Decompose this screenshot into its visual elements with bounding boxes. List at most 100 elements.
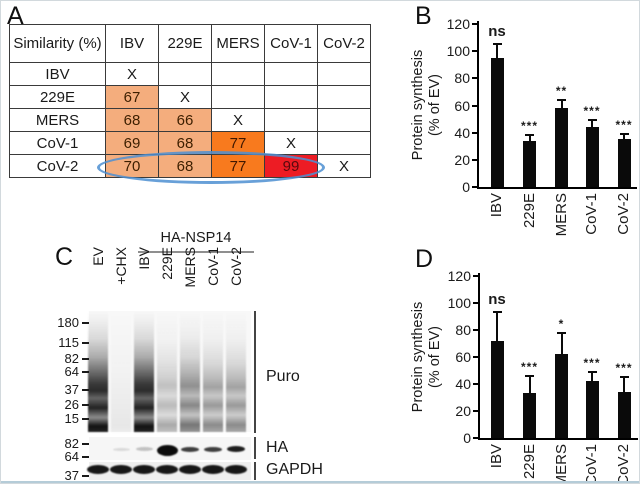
y-tick-label: 40 xyxy=(455,376,471,392)
bar-MERS xyxy=(555,108,568,187)
table-cell xyxy=(264,62,318,86)
puro-bracket xyxy=(254,311,256,433)
table-header-cell: Similarity (%) xyxy=(9,24,106,63)
marker-tick xyxy=(82,456,89,458)
table-header-cell: IBV xyxy=(105,24,159,63)
puro-label: Puro xyxy=(266,368,300,385)
table-header-cell: CoV-2 xyxy=(317,24,371,63)
ha-band-IBV xyxy=(135,447,153,451)
annotation-stars: *** xyxy=(520,359,538,374)
y-tick xyxy=(473,383,479,385)
x-label-229E: 229E xyxy=(520,444,538,480)
gapdh-band-CoV-1 xyxy=(202,464,224,474)
lane-label-CoV-2: CoV-2 xyxy=(228,247,244,286)
y-axis xyxy=(478,273,480,440)
table-row-label: 229E xyxy=(9,85,106,109)
ha-nsp14-group-label: HA-NSP14 xyxy=(160,230,232,246)
annotation-stars: *** xyxy=(583,104,601,119)
table-cell xyxy=(317,62,371,86)
ha-blot xyxy=(89,437,251,460)
gapdh-bracket xyxy=(254,462,256,480)
x-label-CoV-2: CoV-2 xyxy=(615,444,632,484)
table-header-cell: 229E xyxy=(158,24,212,63)
error-bar-cap xyxy=(557,331,566,334)
y-tick xyxy=(473,329,479,331)
y-tick xyxy=(472,23,478,25)
y-tick xyxy=(472,186,478,188)
table-cell xyxy=(264,108,318,132)
y-tick-label: 40 xyxy=(454,124,470,141)
marker-tick xyxy=(82,322,89,324)
y-tick-label: 20 xyxy=(455,403,471,419)
ha-band-MERS xyxy=(181,446,199,452)
y-tick xyxy=(472,77,478,80)
panel-a-label: A xyxy=(7,2,24,30)
puro-lane-CoV-2 xyxy=(226,311,246,432)
error-bar-cap xyxy=(619,133,629,136)
bar-229E xyxy=(523,140,536,187)
table-row-label: MERS xyxy=(9,108,106,132)
annotation-stars: * xyxy=(558,316,565,331)
table-cell xyxy=(211,62,265,86)
panel-d-label: D xyxy=(415,245,434,273)
gapdh-band-IBV xyxy=(133,464,155,474)
table-cell: X xyxy=(211,108,265,132)
marker-82: 82 xyxy=(64,351,79,366)
y-tick xyxy=(472,131,478,134)
marker-64: 64 xyxy=(64,364,79,379)
marker-37: 37 xyxy=(64,382,79,397)
puro-lane-IBV xyxy=(134,311,154,432)
y-tick-label: 120 xyxy=(446,16,470,32)
table-cell: X xyxy=(158,85,212,109)
annotation-stars: *** xyxy=(615,118,633,133)
y-axis-title-line2: (% of EV) xyxy=(427,73,443,137)
chart-d: 0 20 40 60 80 100 120 ns IBV *** 229E * MERS *** CoV-1… xyxy=(401,241,639,484)
y-axis-title-line1: Protein synthesis xyxy=(410,49,426,161)
table-cell xyxy=(317,108,371,132)
table-cell xyxy=(317,85,371,109)
y-tick-label: 60 xyxy=(454,97,470,114)
lane-label-IBV: IBV xyxy=(136,247,152,270)
panel-b-label: B xyxy=(415,2,432,30)
lane-label-MERS: MERS xyxy=(182,247,198,288)
x-label-IBV: IBV xyxy=(488,444,505,469)
error-bar-cap xyxy=(587,119,597,122)
puro-blot xyxy=(88,311,251,432)
y-axis-title-line1: Protein synthesis xyxy=(410,301,426,413)
ha-band-CoV-2 xyxy=(227,446,245,452)
table-cell: 66 xyxy=(158,108,212,132)
gapdh-band-229E xyxy=(156,464,178,474)
error-bar-cap xyxy=(587,370,597,373)
bar-CoV-2 xyxy=(617,392,631,438)
ha-band-229E xyxy=(156,444,178,456)
x-axis xyxy=(477,187,637,189)
bar-CoV-1 xyxy=(585,127,599,187)
table-cell: 68 xyxy=(105,108,159,132)
x-label-MERS: MERS xyxy=(552,444,570,484)
gapdh-band-MERS xyxy=(179,464,201,474)
bar-229E xyxy=(523,393,536,438)
table-row-label: CoV-1 xyxy=(9,131,106,155)
chart-b: 0 20 40 60 80 100 120 ns IBV *** 229E ** MERS *** CoV-… xyxy=(401,1,639,245)
y-axis-title: Protein synthesis (% of EV) xyxy=(410,287,446,427)
y-tick-label: 0 xyxy=(463,430,471,446)
error-bar xyxy=(591,371,593,382)
puro-lane-MERS xyxy=(180,311,200,432)
puro-lane-EV xyxy=(88,311,108,432)
bar-IBV xyxy=(490,57,504,187)
gapdh-blot xyxy=(87,462,251,480)
table-cell xyxy=(317,131,371,155)
lane-label-EV: EV xyxy=(90,247,106,266)
table-cell xyxy=(264,85,318,109)
y-tick xyxy=(473,437,479,439)
ha-label: HA xyxy=(266,439,289,456)
y-tick-label: 0 xyxy=(462,179,470,195)
annotation-ns: ns xyxy=(488,23,506,41)
ha-bracket xyxy=(254,437,256,459)
annotation-stars: *** xyxy=(615,361,633,376)
y-tick-label: 80 xyxy=(454,70,470,87)
table-cell xyxy=(158,62,212,86)
error-bar xyxy=(560,100,563,109)
marker-tick xyxy=(82,443,89,445)
